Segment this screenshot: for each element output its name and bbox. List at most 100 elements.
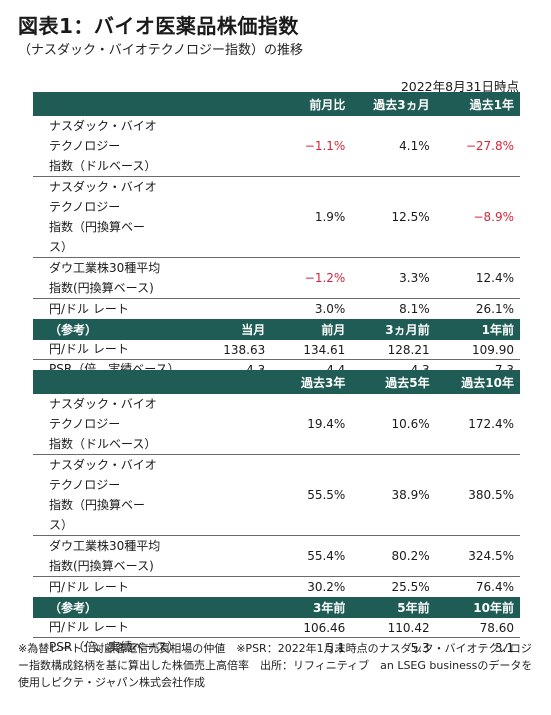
row-label-line: 円/ドル レート xyxy=(49,302,129,316)
row-label: 円/ドル レート xyxy=(33,618,272,638)
table-row: ダウ工業株30種平均 指数(円換算ベース) −1.2% 3.3% 12.4% xyxy=(33,257,520,299)
cell-value: 26.1% xyxy=(475,302,514,316)
row-label-line: 指数（ドルベース） xyxy=(49,159,157,173)
performance-table-long-term: 過去3年 過去5年 過去10年 ナスダック・バイオ テクノロジー 指数（ドルベース） 19.… xyxy=(33,370,520,657)
column-header: 過去10年 xyxy=(435,370,520,394)
performance-table-short-term: 前月比 過去3ヵ月 過去1年 ナスダック・バイオ テクノロジー 指数（ドルベース） −1.1… xyxy=(33,92,520,379)
cell-value: 10.6% xyxy=(351,394,436,455)
reference-column-header: 3ヵ月前 xyxy=(351,319,436,340)
chart-subtitle: （ナスダック・バイオテクノロジー指数）の推移 xyxy=(18,43,303,58)
cell-value: 5.3 xyxy=(410,640,430,655)
column-header: 過去1年 xyxy=(435,92,520,116)
cell-value: 8.1% xyxy=(399,302,430,316)
row-label-line: ナスダック・バイオ xyxy=(49,119,157,133)
column-header: 前月比 xyxy=(271,92,352,116)
row-label: PSR（倍、実績ベース） xyxy=(49,640,180,654)
column-header xyxy=(33,92,272,116)
cell-value: 12.5% xyxy=(351,176,436,258)
row-label-line: テクノロジー xyxy=(49,200,121,214)
table-row: ダウ工業株30種平均 指数(円換算ベース) 55.4% 80.2% 324.5% xyxy=(33,535,520,577)
cell-value: 3.1 xyxy=(494,640,514,655)
cell-value: −8.9% xyxy=(435,176,520,258)
reference-column-header: 3年前 xyxy=(271,597,352,618)
cell-value: 25.5% xyxy=(391,580,430,594)
cell-value: 128.21 xyxy=(351,340,436,360)
table-header-row: 過去3年 過去5年 過去10年 xyxy=(33,370,520,394)
row-label-line: 円/ドル レート xyxy=(49,580,129,594)
chart-title: 図表1：バイオ医薬品株価指数 xyxy=(18,14,299,38)
cell-value: −27.8% xyxy=(435,116,520,177)
table-row: ナスダック・バイオ テクノロジー 指数（円換算ベー ス） 55.5% 38.9% 380.5… xyxy=(33,454,520,536)
table-row: ナスダック・バイオ テクノロジー 指数（ドルベース） 19.4% 10.6% 172.4% xyxy=(33,394,520,455)
row-label: ダウ工業株30種平均 指数(円換算ベース) xyxy=(33,535,272,577)
cell-value: 76.4% xyxy=(475,580,514,594)
cell-value: 109.90 xyxy=(435,340,520,360)
row-label-line: ナスダック・バイオ xyxy=(49,180,157,194)
row-label: 円/ドル レート xyxy=(33,577,271,598)
row-label-line: ダウ工業株30種平均 xyxy=(49,539,161,553)
table-header-row: 前月比 過去3ヵ月 過去1年 xyxy=(33,92,520,116)
cell-value: 30.2% xyxy=(307,580,346,594)
row-label-line: テクノロジー xyxy=(49,478,121,492)
cell-value: 1.9% xyxy=(271,176,352,258)
row-label: ナスダック・バイオ テクノロジー指数（円換算ベー ス） xyxy=(33,454,272,536)
cell-value: 55.4% xyxy=(271,535,352,577)
table-row: 円/ドル レート 30.2% 25.5% 76.4% xyxy=(33,577,520,598)
cell-value: 380.5% xyxy=(435,454,520,536)
row-label-line: 指数（ドルベース） xyxy=(49,437,157,451)
row-label-line: 指数（円換算ベー xyxy=(49,498,146,512)
reference-column-header: （参考） xyxy=(33,319,194,340)
cell-value: 55.5% xyxy=(271,454,352,536)
reference-row: 円/ドル レート 138.63 134.61 128.21 109.90 xyxy=(33,340,520,360)
cell-value: 4.1% xyxy=(351,116,436,177)
cell-value: 134.61 xyxy=(271,340,352,360)
as-of-date: 2022年8月31日時点 xyxy=(400,79,519,94)
cell-value: 172.4% xyxy=(435,394,520,455)
reference-row: PSR（倍、実績ベース） 5.1 5.3 3.1 xyxy=(33,638,520,658)
cell-value: 5.1 xyxy=(326,640,346,655)
row-label-line: 指数(円換算ベース) xyxy=(49,559,154,573)
cell-value: 106.46 xyxy=(271,618,352,638)
reference-column-header: （参考） xyxy=(33,597,272,618)
cell-value: 38.9% xyxy=(351,454,436,536)
table-row: ナスダック・バイオ テクノロジー 指数（ドルベース） −1.1% 4.1% −27.8% xyxy=(33,116,520,177)
reference-row: 円/ドル レート 106.46 110.42 78.60 xyxy=(33,618,520,638)
reference-column-header: 10年前 xyxy=(435,597,520,618)
cell-value: −1.1% xyxy=(271,116,352,177)
reference-column-header: 5年前 xyxy=(351,597,436,618)
row-label-line: ナスダック・バイオ xyxy=(49,397,157,411)
cell-value: 3.3% xyxy=(351,257,436,299)
column-header xyxy=(33,370,272,394)
row-label-line: ス） xyxy=(49,518,74,532)
row-label: 円/ドル レート xyxy=(33,299,271,320)
cell-value: 3.0% xyxy=(314,302,346,316)
column-header: 過去3年 xyxy=(271,370,352,394)
cell-value: −1.2% xyxy=(271,257,352,299)
footnote: ※為替レート：対顧客電信売買相場の仲値 ※PSR：2022年1月末時点のナスダッ… xyxy=(18,642,533,689)
column-header: 過去3ヵ月 xyxy=(351,92,436,116)
cell-value: 19.4% xyxy=(271,394,352,455)
reference-column-header: 当月 xyxy=(193,319,272,340)
row-label: ナスダック・バイオ テクノロジー指数（ドルベース） xyxy=(33,116,272,177)
row-label-line: ナスダック・バイオ xyxy=(49,458,157,472)
reference-header-row: （参考） 3年前 5年前 10年前 xyxy=(33,597,520,618)
column-header: 過去5年 xyxy=(351,370,436,394)
row-label-line: ス） xyxy=(49,240,74,254)
table-row: 円/ドル レート 3.0% 8.1% 26.1% xyxy=(33,299,520,320)
row-label: ナスダック・バイオ テクノロジー 指数（ドルベース） xyxy=(33,394,272,455)
reference-column-header: 前月 xyxy=(271,319,352,340)
reference-column-header: 1年前 xyxy=(435,319,520,340)
cell-value: 12.4% xyxy=(435,257,520,299)
cell-value: 324.5% xyxy=(435,535,520,577)
row-label: ナスダック・バイオ テクノロジー指数（円換算ベー ス） xyxy=(33,176,272,258)
row-label-line: ダウ工業株30種平均 xyxy=(49,261,161,275)
cell-value: 80.2% xyxy=(351,535,436,577)
table-row: ナスダック・バイオ テクノロジー 指数（円換算ベー ス） 1.9% 12.5% −8.9% xyxy=(33,176,520,258)
row-label-line: 指数（円換算ベー xyxy=(49,220,146,234)
cell-value: 138.63 xyxy=(193,340,272,360)
row-label: ダウ工業株30種平均 指数(円換算ベース) xyxy=(33,257,272,299)
cell-value: 110.42 xyxy=(351,618,436,638)
row-label-line: 指数(円換算ベース) xyxy=(49,281,154,295)
row-label: 円/ドル レート xyxy=(33,340,194,360)
row-label-line: テクノロジー xyxy=(49,139,121,153)
